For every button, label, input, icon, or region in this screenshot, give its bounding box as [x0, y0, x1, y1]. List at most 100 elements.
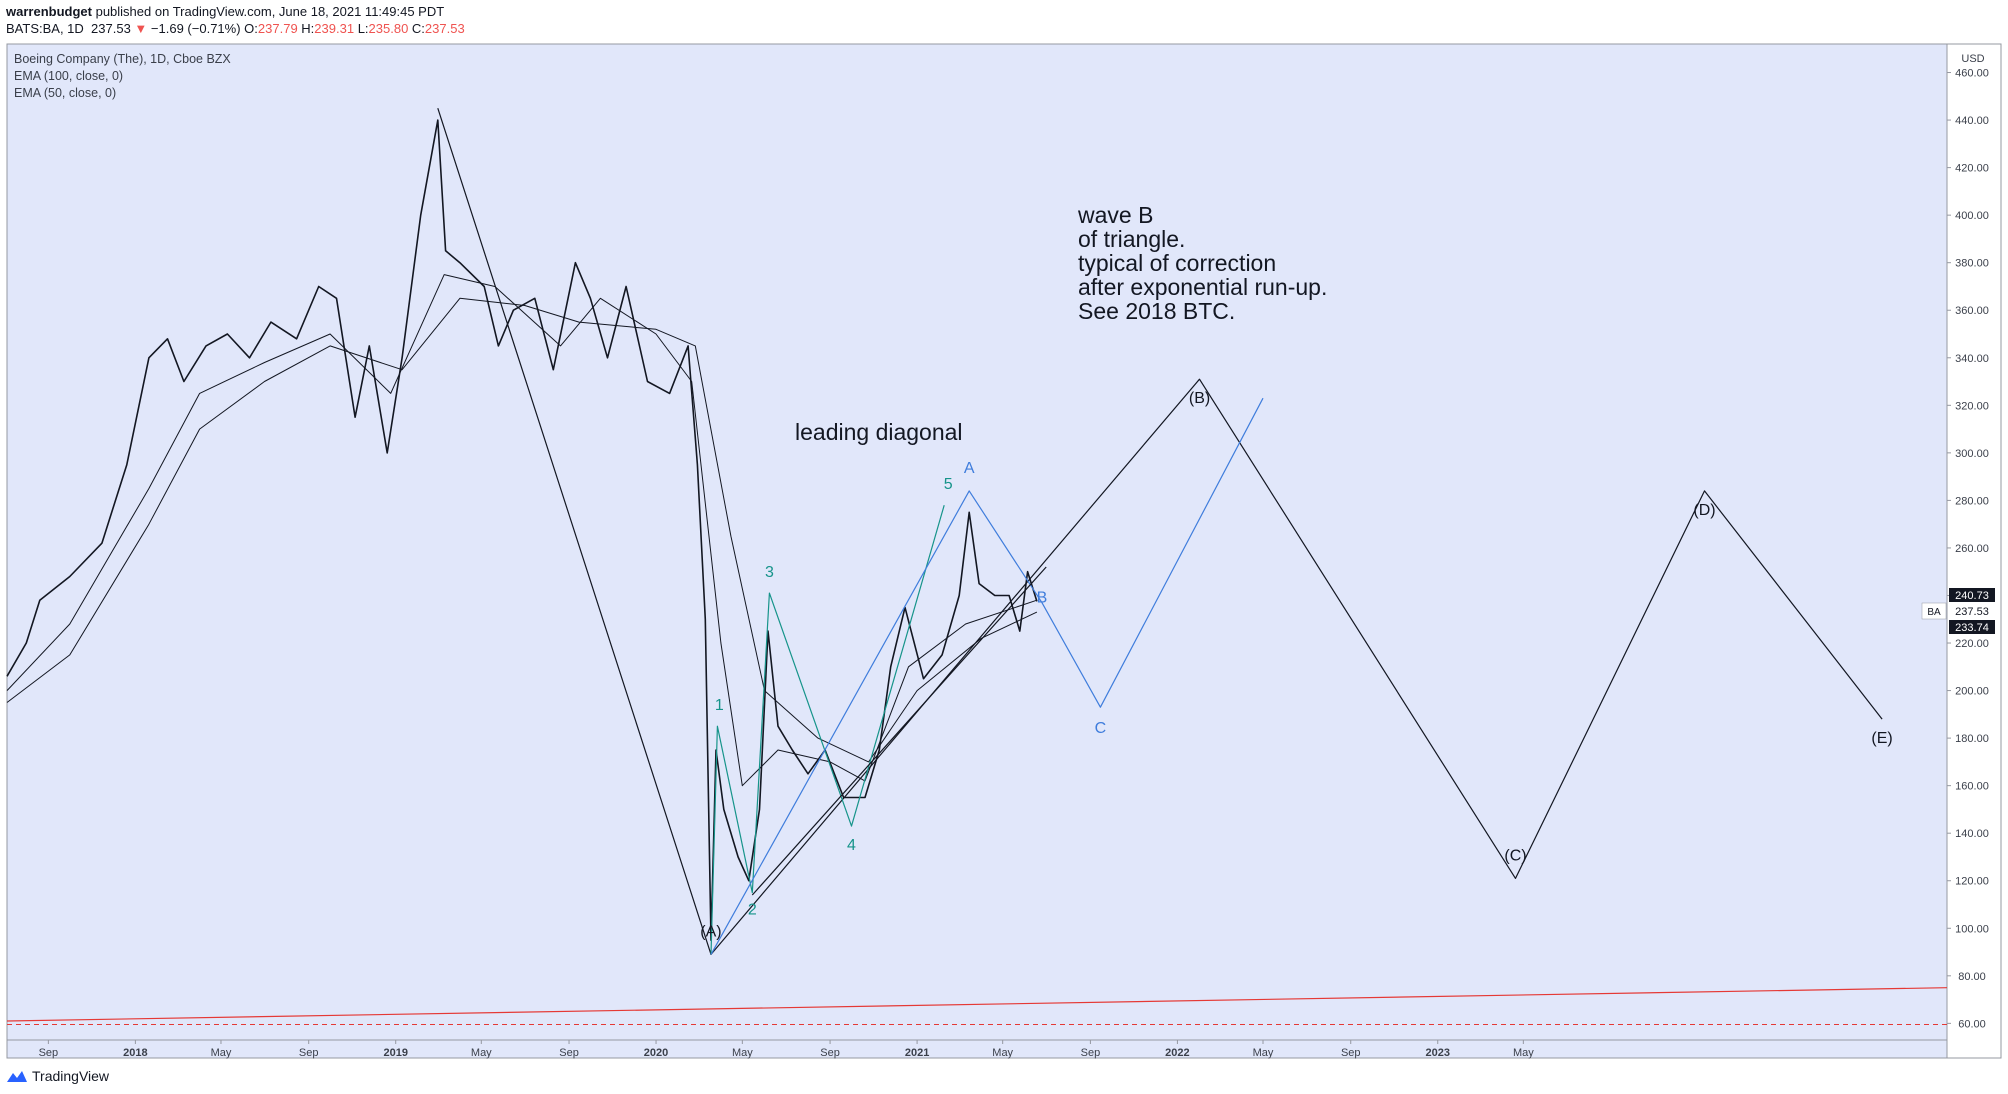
wave-label: C — [1095, 720, 1107, 737]
y-tick-label: 340.00 — [1955, 353, 1989, 365]
series-trend-red-line — [6, 987, 1948, 1022]
high-label: H: — [301, 21, 315, 36]
y-tick-label: 260.00 — [1955, 543, 1989, 555]
x-tick-label: 2022 — [1165, 1047, 1189, 1059]
publish-header: warrenbudget published on TradingView.co… — [6, 4, 444, 19]
tradingview-footer[interactable]: TradingView — [6, 1068, 109, 1084]
last-price-tag-value: 237.53 — [1955, 606, 1989, 618]
plot-area[interactable] — [6, 43, 1948, 1059]
y-tick-label: 120.00 — [1955, 876, 1989, 888]
x-tick-label: Sep — [39, 1047, 59, 1059]
x-tick-label: 2019 — [383, 1047, 407, 1059]
wave-label: 2 — [748, 902, 757, 919]
series-ema-line — [6, 297, 1038, 763]
x-tick-label: May — [1253, 1047, 1274, 1059]
y-tick-label: 80.00 — [1958, 971, 1986, 983]
y-tick-label: 360.00 — [1955, 305, 1989, 317]
wave-label: (A) — [700, 923, 721, 940]
x-tick-label: 2021 — [905, 1047, 929, 1059]
x-tick-label: Sep — [1081, 1047, 1101, 1059]
x-tick-label: May — [992, 1047, 1013, 1059]
wave-label: 4 — [847, 837, 856, 854]
lower-price-value: 233.74 — [1955, 622, 1989, 634]
x-tick-label: 2023 — [1426, 1047, 1450, 1059]
y-tick-label: 180.00 — [1955, 733, 1989, 745]
x-tick-label: May — [471, 1047, 492, 1059]
open-label: O: — [244, 21, 258, 36]
wave-labels: (A) (B) (C) (D) (E) 1 2 3 4 5A B C — [700, 390, 1892, 940]
y-tick-label: 420.00 — [1955, 163, 1989, 175]
open-value: 237.79 — [257, 21, 298, 36]
price-change: −1.69 (−0.71%) — [150, 21, 241, 36]
upper-price-value: 240.73 — [1955, 590, 1989, 602]
series-layer — [6, 108, 1948, 1025]
low-label: L: — [357, 21, 369, 36]
last-price: 237.53 — [91, 21, 131, 36]
x-tick-label: May — [732, 1047, 753, 1059]
wave-label: (D) — [1693, 502, 1715, 519]
x-tick-label: May — [211, 1047, 232, 1059]
series-wave-blue-line — [710, 397, 1264, 955]
x-tick-label: 2018 — [123, 1047, 147, 1059]
y-tick-label: 300.00 — [1955, 448, 1989, 460]
author-name[interactable]: warrenbudget — [6, 4, 92, 19]
wave-label: (E) — [1871, 730, 1892, 747]
lower-price-tag — [1949, 620, 1995, 634]
x-tick-label: 2020 — [644, 1047, 668, 1059]
currency-label: USD — [1961, 53, 1984, 65]
y-tick-label: 440.00 — [1955, 115, 1989, 127]
symbol-tag — [1921, 602, 1947, 620]
publish-info: published on TradingView.com, June 18, 2… — [95, 4, 445, 19]
high-value: 239.31 — [314, 21, 355, 36]
wave-label: 3 — [765, 564, 774, 581]
wave-label: B — [1037, 590, 1048, 607]
legend-ema50[interactable]: EMA (50, close, 0) — [14, 86, 117, 100]
wave-b-note[interactable]: wave B of triangle. typical of correctio… — [1078, 202, 1328, 324]
upper-price-tag — [1949, 588, 1995, 602]
x-tick-label: Sep — [820, 1047, 840, 1059]
wave-label: 1 — [715, 697, 724, 714]
y-tick-label: 140.00 — [1955, 828, 1989, 840]
wave-label: (B) — [1189, 390, 1210, 407]
x-tick-label: May — [1513, 1047, 1534, 1059]
price-tags: 240.73 BA 237.53 233.74 — [1921, 588, 1995, 634]
y-tick-label: 280.00 — [1955, 495, 1989, 507]
series-trend-black-line — [751, 566, 1047, 896]
series-wave-black-line — [437, 108, 1883, 956]
y-axis-ticks: 460.00 440.00 420.00 400.00 380.00 360.00 340.… — [1947, 68, 1989, 1030]
y-tick-label: 220.00 — [1955, 638, 1989, 650]
symbol-tag-label: BA — [1927, 607, 1941, 618]
y-tick-label: 400.00 — [1955, 210, 1989, 222]
y-tick-label: 160.00 — [1955, 781, 1989, 793]
y-tick-label: 460.00 — [1955, 68, 1989, 80]
tradingview-logo-icon — [7, 1071, 27, 1082]
price-axis[interactable] — [1946, 43, 2002, 1059]
symbol-info-line: BATS:BA, 1D 237.53 ▼ −1.69 (−0.71%) O:23… — [6, 21, 465, 36]
y-tick-label: 100.00 — [1955, 923, 1989, 935]
x-tick-label: Sep — [299, 1047, 319, 1059]
y-tick-label: 200.00 — [1955, 686, 1989, 698]
close-value: 237.53 — [424, 21, 465, 36]
series-ema-line — [6, 274, 1038, 787]
x-tick-label: Sep — [1341, 1047, 1361, 1059]
last-price-tag — [1949, 603, 1995, 619]
low-value: 235.80 — [368, 21, 409, 36]
y-tick-label: 380.00 — [1955, 258, 1989, 270]
legend-title[interactable]: Boeing Company (The), 1D, Cboe BZX — [14, 52, 231, 66]
series-price-line — [6, 119, 1038, 942]
y-tick-label: 60.00 — [1958, 1018, 1986, 1030]
tradingview-brand: TradingView — [32, 1068, 110, 1084]
leading-diagonal-label[interactable]: leading diagonal — [795, 419, 963, 445]
wave-label: (C) — [1504, 847, 1526, 864]
x-tick-label: Sep — [559, 1047, 579, 1059]
x-axis-ticks: Sep 2018 May Sep 2019 May Sep 2020 May Sep 2021 May… — [39, 1040, 1534, 1059]
down-arrow-icon: ▼ — [134, 21, 148, 36]
wave-label: A — [964, 460, 975, 477]
series-wave-teal-line — [710, 505, 945, 955]
legend-ema100[interactable]: EMA (100, close, 0) — [14, 69, 124, 83]
y-tick-label: 320.00 — [1955, 400, 1989, 412]
symbol-name: BATS:BA, 1D — [6, 21, 84, 36]
close-label: C: — [411, 21, 425, 36]
wave-label: 5 — [944, 476, 953, 493]
